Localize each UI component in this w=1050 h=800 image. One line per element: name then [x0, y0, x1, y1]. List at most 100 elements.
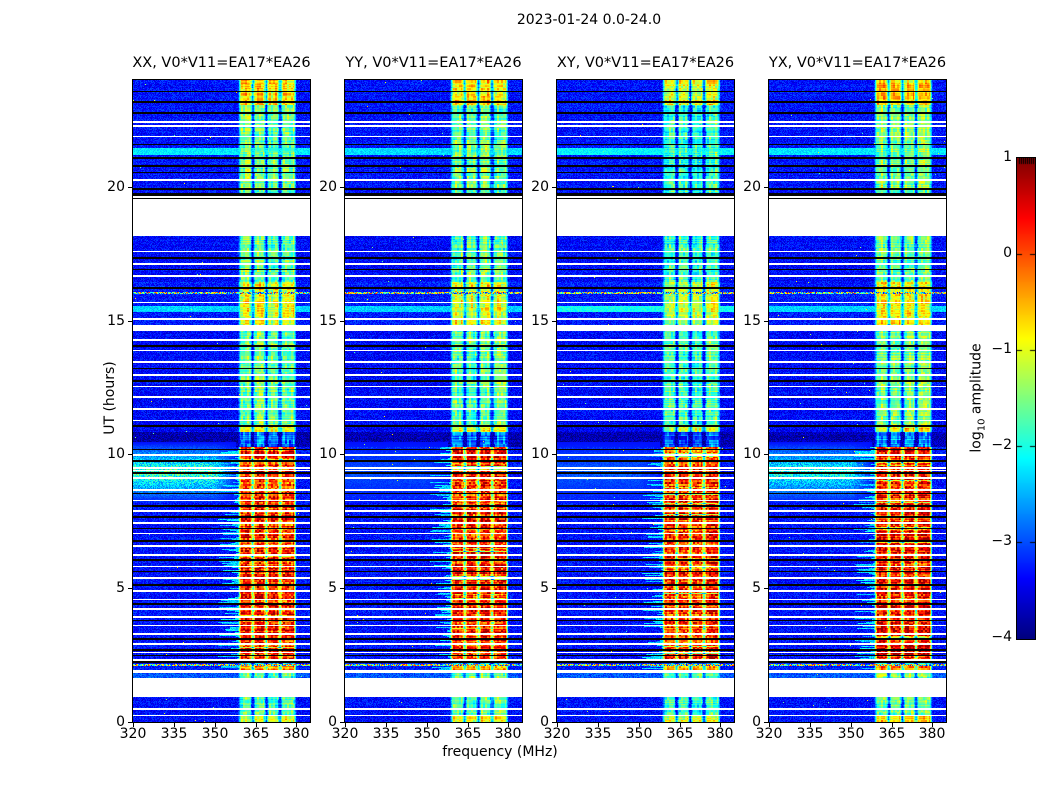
x-tick-label: 335 — [584, 726, 612, 742]
x-tick-mark — [256, 723, 257, 727]
y-tick-label: 20 — [531, 179, 549, 195]
y-tick-mark — [340, 321, 344, 322]
y-tick-label: 15 — [531, 313, 549, 329]
x-tick-mark — [892, 723, 893, 727]
y-tick-mark — [128, 454, 132, 455]
x-tick-label: 320 — [331, 726, 359, 742]
x-tick-mark — [508, 723, 509, 727]
y-tick-mark — [340, 454, 344, 455]
panel-title-yx: YX, V0*V11=EA17*EA26 — [768, 55, 947, 71]
y-tick-label: 5 — [752, 580, 761, 596]
y-tick-label: 10 — [107, 446, 125, 462]
x-tick-mark — [810, 723, 811, 727]
x-tick-label: 335 — [160, 726, 188, 742]
x-tick-mark — [639, 723, 640, 727]
y-tick-label: 15 — [319, 313, 337, 329]
y-tick-label: 20 — [319, 179, 337, 195]
y-tick-mark — [340, 588, 344, 589]
x-tick-label: 350 — [837, 726, 865, 742]
y-tick-label: 5 — [328, 580, 337, 596]
spectrogram-panel-xy — [556, 79, 735, 723]
spectrogram-panel-yy — [344, 79, 523, 723]
spectrogram-canvas-yx — [769, 80, 946, 722]
y-tick-mark — [764, 722, 768, 723]
y-tick-label: 10 — [319, 446, 337, 462]
x-tick-mark — [468, 723, 469, 727]
x-tick-label: 365 — [454, 726, 482, 742]
x-tick-label: 350 — [625, 726, 653, 742]
figure-title: 2023-01-24 0.0-24.0 — [516, 12, 662, 28]
x-tick-label: 320 — [119, 726, 147, 742]
spectrogram-panel-xx — [132, 79, 311, 723]
x-tick-label: 350 — [413, 726, 441, 742]
y-tick-mark — [552, 588, 556, 589]
x-tick-label: 365 — [242, 726, 270, 742]
y-tick-label: 20 — [743, 179, 761, 195]
x-tick-label: 335 — [372, 726, 400, 742]
x-tick-mark — [345, 723, 346, 727]
y-tick-label: 10 — [743, 446, 761, 462]
colorbar-tick-label: 1 — [1003, 149, 1012, 165]
x-tick-mark — [851, 723, 852, 727]
colorbar-tick-label: −3 — [991, 533, 1012, 549]
panel-title-yy: YY, V0*V11=EA17*EA26 — [345, 55, 522, 71]
y-tick-label: 0 — [328, 714, 337, 730]
y-tick-mark — [552, 321, 556, 322]
x-tick-mark — [427, 723, 428, 727]
y-tick-mark — [128, 722, 132, 723]
colorbar-canvas — [1017, 158, 1035, 639]
y-tick-label: 15 — [743, 313, 761, 329]
x-tick-label: 380 — [282, 726, 310, 742]
x-tick-mark — [296, 723, 297, 727]
spectrogram-canvas-xx — [133, 80, 310, 722]
panel-title-xy: XY, V0*V11=EA17*EA26 — [556, 55, 735, 71]
x-tick-label: 350 — [201, 726, 229, 742]
y-tick-mark — [764, 588, 768, 589]
y-tick-mark — [128, 588, 132, 589]
x-tick-label: 365 — [878, 726, 906, 742]
y-tick-label: 0 — [116, 714, 125, 730]
y-tick-label: 15 — [107, 313, 125, 329]
x-tick-mark — [932, 723, 933, 727]
colorbar-tick-label: −4 — [991, 629, 1012, 645]
y-axis-label: UT (hours) — [102, 361, 118, 435]
y-tick-mark — [552, 454, 556, 455]
x-tick-mark — [598, 723, 599, 727]
y-tick-mark — [128, 321, 132, 322]
x-tick-mark — [769, 723, 770, 727]
y-tick-label: 0 — [540, 714, 549, 730]
x-tick-mark — [174, 723, 175, 727]
y-tick-mark — [128, 187, 132, 188]
y-tick-mark — [764, 187, 768, 188]
colorbar-tick-label: −2 — [991, 437, 1012, 453]
y-tick-mark — [552, 187, 556, 188]
y-tick-label: 0 — [752, 714, 761, 730]
x-tick-label: 320 — [755, 726, 783, 742]
y-tick-mark — [764, 321, 768, 322]
x-tick-label: 365 — [666, 726, 694, 742]
y-tick-mark — [340, 722, 344, 723]
x-tick-mark — [133, 723, 134, 727]
colorbar-label: log10 amplitude — [968, 343, 988, 453]
x-tick-mark — [386, 723, 387, 727]
x-axis-label: frequency (MHz) — [442, 744, 558, 760]
x-tick-label: 380 — [494, 726, 522, 742]
x-tick-label: 335 — [796, 726, 824, 742]
x-tick-label: 380 — [706, 726, 734, 742]
panel-title-xx: XX, V0*V11=EA17*EA26 — [132, 55, 311, 71]
y-tick-label: 20 — [107, 179, 125, 195]
x-tick-label: 320 — [543, 726, 571, 742]
y-tick-label: 5 — [540, 580, 549, 596]
spectrogram-canvas-yy — [345, 80, 522, 722]
x-tick-mark — [720, 723, 721, 727]
x-tick-mark — [680, 723, 681, 727]
spectrogram-canvas-xy — [557, 80, 734, 722]
x-tick-label: 380 — [918, 726, 946, 742]
colorbar — [1016, 157, 1036, 640]
y-tick-mark — [552, 722, 556, 723]
y-tick-mark — [764, 454, 768, 455]
x-tick-mark — [557, 723, 558, 727]
colorbar-tick-label: 0 — [1003, 245, 1012, 261]
spectrogram-panel-yx — [768, 79, 947, 723]
